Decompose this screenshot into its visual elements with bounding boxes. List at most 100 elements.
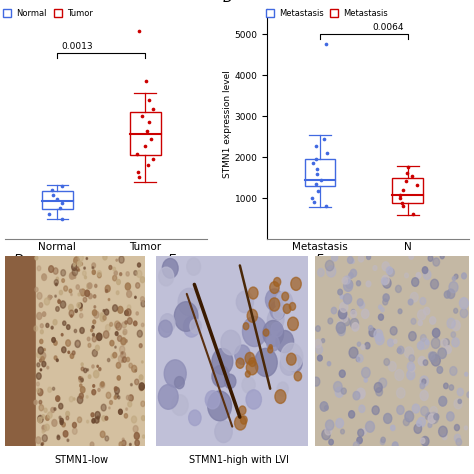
Circle shape: [113, 353, 117, 358]
Circle shape: [318, 355, 322, 361]
Circle shape: [92, 337, 96, 342]
Circle shape: [437, 366, 443, 374]
Circle shape: [444, 291, 450, 298]
Point: [310, 199, 318, 206]
Circle shape: [137, 330, 142, 337]
Circle shape: [92, 350, 98, 356]
Circle shape: [87, 283, 91, 289]
Circle shape: [140, 277, 145, 283]
Circle shape: [141, 401, 145, 407]
Circle shape: [100, 313, 103, 317]
Circle shape: [164, 360, 186, 387]
Circle shape: [58, 299, 60, 301]
Circle shape: [421, 437, 429, 446]
Circle shape: [438, 426, 447, 437]
Circle shape: [378, 314, 383, 320]
Circle shape: [208, 391, 231, 421]
Circle shape: [39, 303, 43, 308]
Circle shape: [460, 309, 468, 318]
Circle shape: [105, 285, 110, 292]
Circle shape: [134, 271, 137, 275]
Circle shape: [39, 359, 42, 362]
Circle shape: [140, 297, 145, 302]
Point: [309, 194, 316, 202]
Circle shape: [337, 327, 345, 336]
Circle shape: [391, 425, 395, 430]
Circle shape: [382, 278, 387, 285]
Circle shape: [135, 296, 136, 298]
Point: [48, 186, 56, 194]
Circle shape: [87, 420, 89, 423]
Circle shape: [243, 323, 249, 330]
Circle shape: [409, 364, 415, 372]
Circle shape: [41, 443, 43, 446]
Circle shape: [95, 417, 99, 423]
Circle shape: [39, 401, 42, 404]
Circle shape: [56, 359, 58, 362]
Circle shape: [92, 326, 94, 328]
Point: [45, 210, 53, 218]
Circle shape: [44, 298, 50, 305]
Circle shape: [87, 369, 89, 371]
Circle shape: [212, 348, 233, 374]
Circle shape: [221, 330, 241, 355]
Circle shape: [237, 291, 254, 313]
Circle shape: [37, 363, 40, 367]
Circle shape: [338, 309, 347, 319]
Circle shape: [84, 368, 87, 373]
Circle shape: [342, 277, 347, 284]
Circle shape: [341, 429, 345, 434]
Circle shape: [80, 289, 85, 296]
Point: [404, 164, 412, 171]
Circle shape: [351, 259, 354, 264]
Circle shape: [126, 408, 128, 410]
Circle shape: [51, 326, 53, 329]
Circle shape: [411, 278, 419, 286]
Circle shape: [115, 332, 118, 336]
Circle shape: [57, 436, 60, 439]
Circle shape: [123, 329, 127, 335]
Circle shape: [81, 387, 85, 393]
Circle shape: [255, 348, 277, 376]
Circle shape: [351, 310, 355, 314]
Circle shape: [325, 406, 328, 410]
Circle shape: [72, 264, 77, 271]
Circle shape: [246, 361, 258, 375]
Circle shape: [94, 306, 96, 308]
Circle shape: [422, 379, 426, 384]
Circle shape: [57, 397, 59, 400]
Circle shape: [80, 263, 82, 265]
Circle shape: [270, 282, 279, 293]
Circle shape: [247, 310, 257, 322]
Circle shape: [122, 438, 124, 441]
Circle shape: [38, 415, 43, 423]
Circle shape: [294, 372, 301, 381]
Circle shape: [75, 309, 77, 312]
Circle shape: [123, 331, 126, 335]
Circle shape: [108, 358, 110, 362]
Point: [322, 202, 330, 210]
Circle shape: [362, 309, 369, 319]
Circle shape: [82, 271, 86, 276]
Circle shape: [50, 296, 52, 298]
Circle shape: [441, 339, 447, 347]
Circle shape: [42, 442, 44, 445]
Circle shape: [121, 442, 122, 444]
Circle shape: [124, 414, 128, 418]
Circle shape: [75, 340, 80, 347]
Circle shape: [328, 318, 333, 324]
Circle shape: [246, 390, 262, 409]
Circle shape: [121, 352, 123, 354]
Circle shape: [118, 356, 124, 363]
Circle shape: [248, 287, 258, 299]
Point: [312, 142, 319, 149]
Circle shape: [394, 339, 397, 343]
Circle shape: [276, 330, 294, 353]
Circle shape: [95, 345, 100, 350]
Circle shape: [40, 339, 43, 344]
Circle shape: [88, 343, 91, 347]
Point: [403, 169, 411, 176]
Circle shape: [118, 336, 122, 341]
Circle shape: [383, 413, 392, 423]
Circle shape: [245, 352, 255, 364]
